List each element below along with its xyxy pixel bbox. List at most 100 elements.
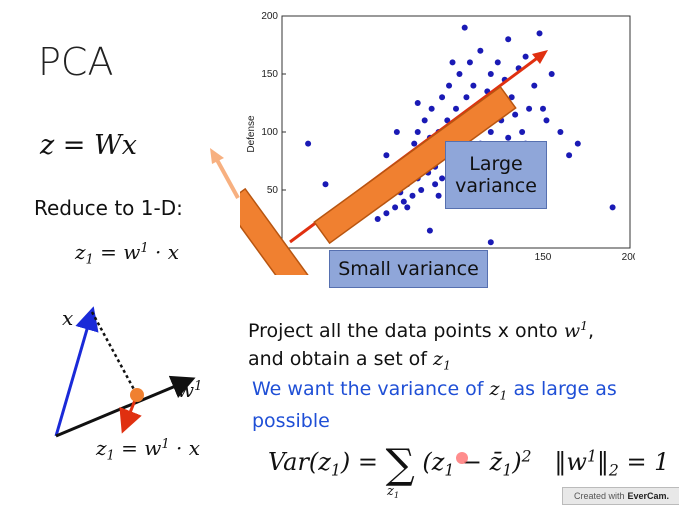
data-point (418, 187, 425, 193)
small-variance-bar (240, 187, 311, 275)
y-tick-label: 150 (261, 69, 278, 80)
watermark: Created with EverCam. (562, 487, 679, 505)
data-point (432, 181, 439, 188)
data-point (494, 59, 501, 66)
diagram-eq-rhs: · x (169, 436, 201, 460)
data-point (548, 71, 555, 77)
project-z-sub: 1 (443, 358, 451, 373)
watermark-brand: EverCam. (627, 491, 670, 501)
sum-subscript: z1 (387, 484, 399, 500)
sum-sub-z: z (387, 484, 394, 499)
large-variance-arrowhead (532, 50, 548, 64)
x-tick-label: 150 (535, 252, 552, 263)
formula-norm-eq: = 1 (618, 447, 670, 476)
diagram-w-sup: 1 (194, 378, 203, 394)
data-point (444, 117, 451, 124)
data-point (383, 152, 390, 159)
projection-point (130, 388, 144, 402)
small-variance-label: Small variance (329, 250, 488, 288)
slide-title: PCA (38, 40, 114, 84)
data-point (414, 129, 421, 135)
formula-square: 2 (521, 447, 532, 466)
y-tick-label: 200 (261, 11, 278, 22)
want-z-sub: 1 (499, 388, 508, 403)
eq-z1-rhs: · x (148, 240, 180, 264)
variance-formula: Var(z1) = ∑ (z1 − z̄1)2 ‖w1‖2 = 1 (268, 440, 669, 488)
sum-symbol: ∑ (385, 440, 415, 488)
data-point (508, 94, 515, 101)
data-point (453, 105, 459, 112)
data-point (477, 47, 484, 54)
data-point (487, 239, 494, 246)
goal-text: We want the variance of z1 as large as p… (252, 376, 652, 434)
data-point (519, 129, 526, 135)
data-point (409, 192, 416, 199)
data-point (435, 192, 442, 199)
data-point (446, 82, 453, 89)
equation-z1: z1 = w1 · x (75, 240, 179, 268)
data-point (536, 30, 543, 37)
x-tick-label: 200 (622, 252, 635, 263)
y-axis-label: Defense (246, 115, 257, 153)
data-point (505, 134, 512, 141)
data-point (522, 53, 529, 60)
data-point (421, 117, 428, 124)
large-variance-bar (289, 50, 548, 245)
formula-norm-sub: 2 (608, 461, 619, 480)
project-line2: and obtain a set of (248, 347, 434, 370)
data-point (393, 129, 400, 135)
data-point (463, 94, 470, 101)
project-line1: Project all the data points x onto (248, 319, 564, 342)
formula-norm-close: ‖ (596, 447, 609, 476)
diagram-w-label: w1 (177, 378, 202, 402)
data-point (456, 71, 463, 77)
diagram-eq-sup: 1 (161, 436, 170, 452)
small-variance-arrow-tail (210, 148, 240, 199)
formula-zbar: z̄ (489, 447, 503, 476)
watermark-text: Created with (573, 491, 625, 501)
data-point (487, 129, 494, 135)
data-point (322, 181, 329, 188)
data-point (414, 100, 421, 106)
formula-norm: ‖w (554, 447, 587, 476)
tail-head (210, 148, 224, 164)
formula-var-sub: 1 (330, 461, 341, 480)
eq-z1-mid: = w (93, 240, 141, 264)
project-w: w (563, 319, 581, 342)
large-variance-label: Large variance (445, 141, 547, 209)
data-point (400, 198, 407, 205)
formula-var: Var(z (268, 447, 331, 476)
diagram-eq-sub: 1 (106, 448, 115, 464)
formula-norm-sup: 1 (586, 447, 597, 466)
formula-close: ) (512, 447, 522, 476)
eq-z1-sup: 1 (140, 240, 149, 256)
data-point (411, 140, 418, 147)
want-z: z (489, 378, 500, 400)
data-point (305, 140, 312, 147)
project-w-sup: 1 (580, 319, 588, 333)
projection-diagram (54, 306, 196, 438)
data-point (392, 204, 399, 211)
tail-line (214, 157, 240, 199)
small-variance-rect (240, 187, 311, 275)
data-point (566, 152, 573, 159)
data-point (470, 82, 477, 89)
project-z: z (433, 347, 444, 370)
eq-z1-sub: 1 (85, 252, 94, 268)
diagram-eq-lhs: z (96, 436, 107, 460)
formula-term: (z (422, 447, 445, 476)
data-point (543, 117, 550, 124)
data-point (505, 36, 512, 43)
data-point (449, 59, 456, 66)
project-text: Project all the data points x onto w1, a… (248, 312, 668, 379)
formula-var-close: ) = (340, 447, 386, 476)
data-point (404, 204, 411, 211)
large-variance-rect (313, 85, 517, 245)
diagram-eq-mid: = w (114, 436, 162, 460)
want-post: as large as possible (252, 378, 617, 433)
data-point (428, 105, 435, 112)
sum-sub-1: 1 (393, 489, 400, 500)
diagram-x-label: x (62, 306, 74, 330)
diagram-w: w (177, 378, 195, 402)
projection-line (90, 311, 139, 396)
